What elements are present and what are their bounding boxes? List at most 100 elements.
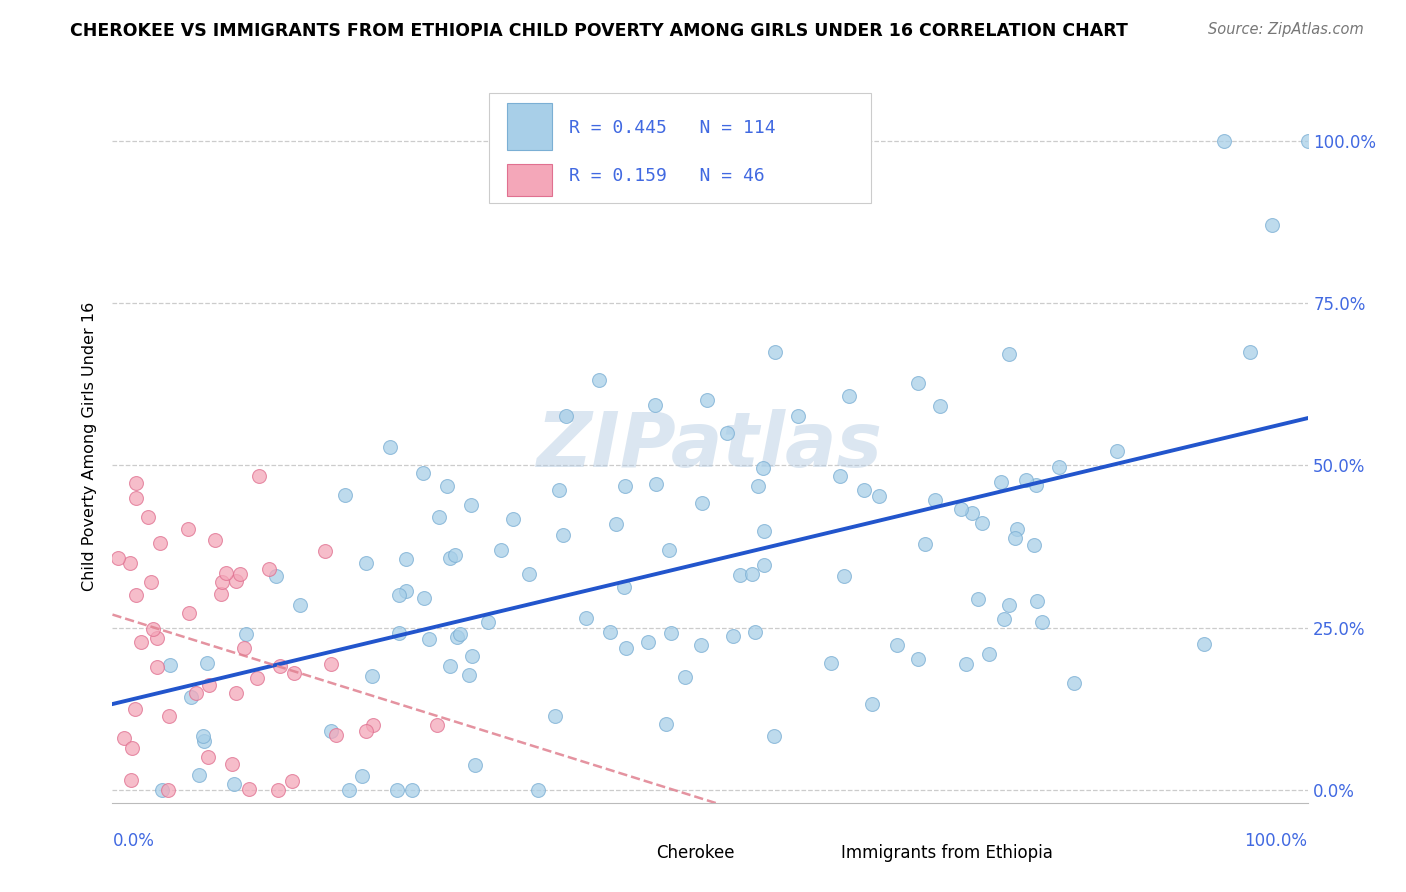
FancyBboxPatch shape [489, 93, 872, 203]
Point [949, 502, 972, 516]
Point [198, 678, 221, 692]
Point [1192, 637, 1215, 651]
Point [179, 606, 201, 620]
Point [614, 640, 637, 655]
FancyBboxPatch shape [508, 103, 553, 150]
Point [741, 567, 763, 582]
Point [401, 782, 423, 797]
Point [970, 516, 993, 530]
FancyBboxPatch shape [614, 840, 648, 867]
Point [1296, 134, 1319, 148]
Point [548, 483, 571, 498]
Point [673, 670, 696, 684]
Text: 100.0%: 100.0% [1244, 831, 1308, 849]
Point [395, 584, 418, 599]
Point [491, 543, 513, 558]
Point [159, 657, 181, 672]
Point [575, 610, 598, 624]
Point [820, 656, 842, 670]
Point [613, 580, 636, 594]
Point [319, 657, 342, 672]
Point [605, 517, 627, 532]
Point [131, 635, 153, 649]
Point [457, 667, 479, 681]
Point [356, 724, 378, 739]
Point [1025, 594, 1047, 608]
Text: Source: ZipAtlas.com: Source: ZipAtlas.com [1208, 22, 1364, 37]
FancyBboxPatch shape [508, 164, 553, 196]
Point [990, 475, 1012, 490]
Point [177, 522, 200, 536]
Point [388, 626, 411, 640]
Point [551, 528, 574, 542]
Text: Cherokee: Cherokee [657, 845, 735, 863]
Point [645, 476, 668, 491]
Point [385, 782, 408, 797]
Point [544, 708, 567, 723]
Point [1239, 345, 1261, 359]
Point [107, 550, 129, 565]
Point [418, 632, 440, 647]
Point [354, 556, 377, 570]
Point [221, 756, 243, 771]
Point [979, 647, 1001, 661]
Text: CHEROKEE VS IMMIGRANTS FROM ETHIOPIA CHILD POVERTY AMONG GIRLS UNDER 16 CORRELAT: CHEROKEE VS IMMIGRANTS FROM ETHIOPIA CHI… [70, 22, 1128, 40]
Point [114, 731, 135, 745]
Point [907, 652, 929, 666]
Point [283, 665, 305, 680]
Point [247, 469, 270, 483]
Point [413, 591, 436, 605]
Point [998, 346, 1021, 360]
Point [907, 376, 929, 391]
Point [193, 733, 215, 747]
Point [204, 533, 226, 548]
Point [120, 772, 142, 787]
Point [838, 389, 860, 403]
Point [314, 544, 336, 558]
Point [246, 671, 269, 685]
Point [860, 697, 883, 711]
Point [752, 524, 775, 538]
Point [723, 629, 745, 643]
Point [145, 660, 167, 674]
Point [1031, 615, 1053, 629]
Point [886, 638, 908, 652]
Point [502, 512, 524, 526]
Point [716, 425, 738, 440]
Point [637, 635, 659, 649]
Point [150, 782, 173, 797]
Point [267, 782, 290, 797]
Point [146, 631, 169, 645]
Point [967, 591, 990, 606]
Point [125, 588, 148, 602]
Point [195, 657, 218, 671]
Point [1212, 134, 1236, 148]
Point [658, 543, 681, 558]
Point [361, 668, 384, 682]
Point [363, 718, 385, 732]
Point [1004, 531, 1026, 545]
Point [464, 757, 486, 772]
Point [191, 729, 214, 743]
Point [444, 549, 467, 563]
Point [1063, 676, 1085, 690]
Point [762, 729, 785, 743]
Point [599, 624, 621, 639]
Point [188, 768, 211, 782]
Point [350, 769, 373, 783]
Point [655, 717, 678, 731]
Point [449, 626, 471, 640]
Point [744, 624, 766, 639]
Point [527, 782, 550, 797]
Point [644, 398, 666, 412]
Point [225, 686, 247, 700]
Point [142, 622, 165, 636]
Point [852, 483, 875, 498]
Point [266, 568, 288, 582]
Point [955, 657, 977, 672]
Point [446, 630, 468, 644]
Point [378, 440, 401, 454]
Point [233, 640, 256, 655]
Point [124, 702, 146, 716]
Point [121, 741, 143, 756]
